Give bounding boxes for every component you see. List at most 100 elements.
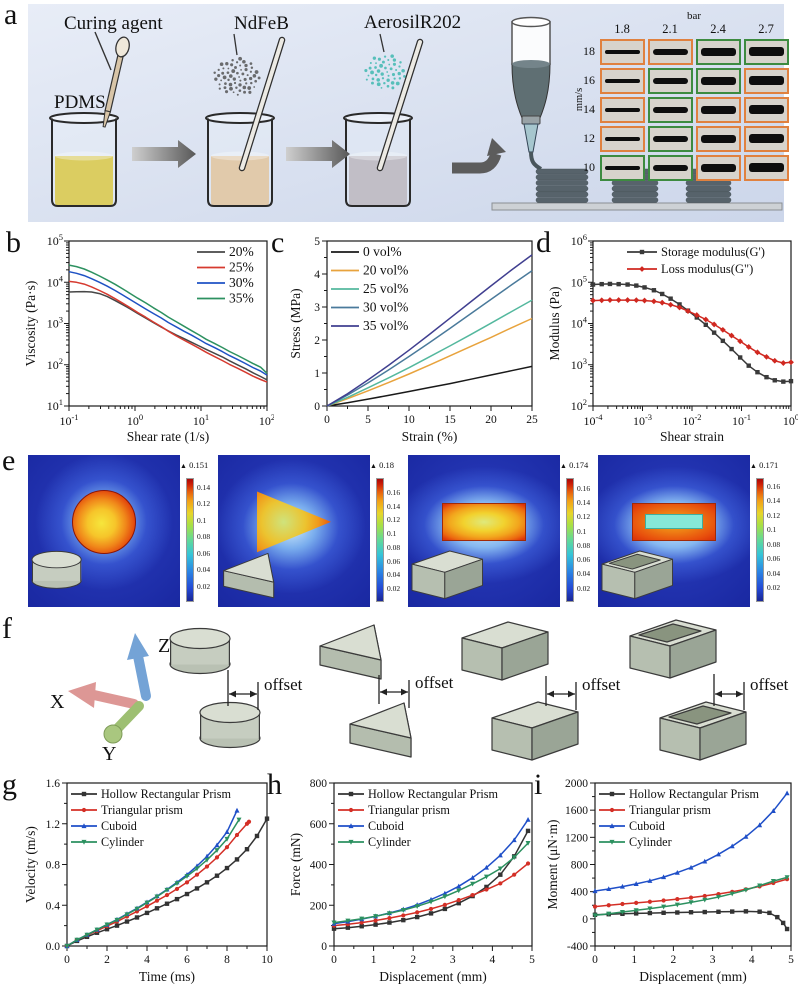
marker-triangle-down xyxy=(674,902,680,908)
hollow-top-hole xyxy=(638,623,702,643)
series-line xyxy=(326,365,533,407)
y-tick-label: 800 xyxy=(571,860,589,872)
printed-coil xyxy=(535,168,589,175)
marker-triangle-down xyxy=(497,866,503,872)
powder-dot xyxy=(387,74,390,77)
marker-square xyxy=(703,322,708,328)
marker-square xyxy=(737,355,743,360)
powder-dot xyxy=(386,71,389,73)
beaker-glass xyxy=(345,118,411,207)
marker-circle xyxy=(415,910,420,915)
colorbar-tick: 0.12 xyxy=(767,510,781,520)
legend-label: 30 vol% xyxy=(363,300,408,315)
magnet-cross-section xyxy=(632,502,716,541)
colorbar-tick: 0.16 xyxy=(387,487,401,497)
colorbar-tick: 0.06 xyxy=(577,555,591,565)
marker-triangle-down xyxy=(114,917,120,923)
powder-dot xyxy=(403,75,406,78)
filament-cell xyxy=(696,154,741,181)
log-tick-label: 105 xyxy=(47,234,63,248)
offset-arrowhead xyxy=(547,690,554,698)
liquid-surface xyxy=(349,151,407,161)
printed-coil xyxy=(535,197,589,203)
panel-i-label: i xyxy=(534,768,543,801)
marker-triangle-down xyxy=(400,908,406,913)
marker-circle xyxy=(456,898,461,903)
powder-dot xyxy=(390,81,395,85)
marker-diamond xyxy=(651,298,657,305)
marker-diamond xyxy=(693,312,700,318)
max-value: 0.171 xyxy=(759,460,779,470)
marker-square xyxy=(609,791,615,797)
marker-square xyxy=(154,906,160,911)
inset-shape xyxy=(223,552,275,599)
marker-circle xyxy=(359,920,364,925)
marker-square xyxy=(428,911,434,916)
filament-sample xyxy=(701,105,736,114)
filament-cell xyxy=(696,38,741,65)
marker-square xyxy=(525,828,531,834)
marker-square xyxy=(730,909,735,914)
cylinder-top xyxy=(31,550,82,569)
powder-dot xyxy=(364,68,368,73)
cuboid-right xyxy=(669,629,717,679)
powder-dot xyxy=(229,74,233,78)
marker-square xyxy=(387,920,392,925)
marker-triangle xyxy=(757,822,763,828)
y-tick-label: 1.6 xyxy=(46,778,61,790)
chart-c: 0 5 10 15 20 25 0 1 2 3 4 5 Strain (%) Stress (MPa) 0 … xyxy=(289,236,538,444)
powder-dot xyxy=(242,85,247,90)
powder-dot xyxy=(218,87,221,90)
max-value: 0.174 xyxy=(569,460,589,470)
triangular-prism-inset-icon xyxy=(223,552,275,599)
marker-diamond xyxy=(676,304,683,311)
log-tick-label: 104 xyxy=(47,273,64,289)
x-axis-title: Displacement (mm) xyxy=(639,969,747,984)
marker-square xyxy=(651,288,657,293)
marker-triangle-down xyxy=(345,918,351,924)
marker-diamond xyxy=(711,321,718,328)
marker-triangle-down xyxy=(414,904,420,909)
marker-circle xyxy=(675,897,680,902)
legend-label: Cuboid xyxy=(629,819,665,833)
fabrication-scene xyxy=(28,4,784,222)
grid-column-header: 2.7 xyxy=(758,22,774,36)
y-axis-title: Stress (MPa) xyxy=(289,288,303,358)
magnet-cross-section xyxy=(442,502,526,541)
series-line xyxy=(68,270,268,376)
legend-label: 25 vol% xyxy=(363,281,408,296)
marker-square xyxy=(716,909,721,914)
offset-label: offset xyxy=(582,675,621,694)
powder-dot xyxy=(242,59,246,64)
legend-label: Storage modulus(G') xyxy=(661,245,765,259)
powder-dot xyxy=(248,90,252,94)
filament-sample xyxy=(701,76,736,85)
colorbar-tick: 0.1 xyxy=(197,515,207,525)
legend-label: 0 vol% xyxy=(363,244,402,259)
max-marker-icon: ▲ xyxy=(750,462,757,470)
field-map xyxy=(598,455,750,607)
marker-triangle-down xyxy=(606,911,612,917)
filament-cell xyxy=(744,96,789,123)
stir-rod xyxy=(378,40,422,170)
marker-circle xyxy=(224,845,230,850)
y-tick-label: 1200 xyxy=(565,832,588,844)
marker-square xyxy=(647,910,653,916)
x-tick-label: 2 xyxy=(104,954,110,966)
powder-dot xyxy=(241,72,245,76)
y-tick-label: 2 xyxy=(314,335,320,347)
marker-triangle-down xyxy=(483,874,489,880)
cylinder-inset-icon xyxy=(31,550,82,589)
marker-circle xyxy=(470,892,475,898)
cylinder-pair: offset xyxy=(169,627,303,749)
dropper-tip xyxy=(102,110,111,128)
triangular-prism-top xyxy=(319,624,382,680)
marker-square xyxy=(784,926,790,932)
grid-row-header: 12 xyxy=(583,131,595,145)
printed-coil xyxy=(611,185,659,192)
colorbar-tick: 0.02 xyxy=(197,581,211,591)
powder-dot xyxy=(386,84,390,88)
legend-label: 35% xyxy=(229,291,254,306)
inset-shape xyxy=(31,550,82,589)
colorbar-tick: 0.1 xyxy=(577,526,587,536)
